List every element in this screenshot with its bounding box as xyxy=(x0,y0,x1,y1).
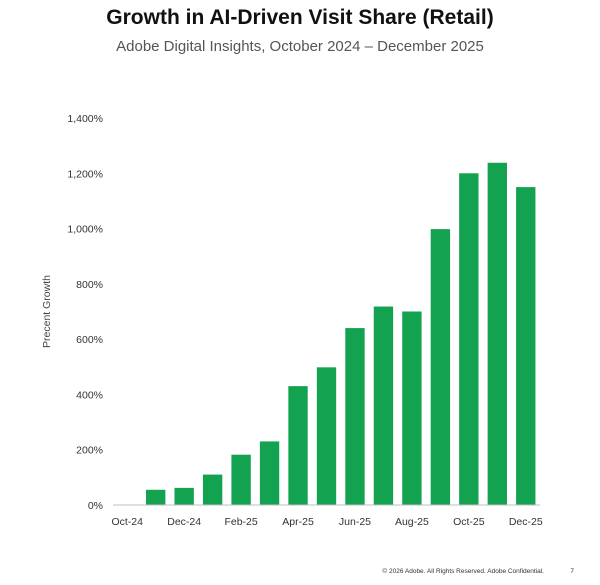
y-tick-label: 200% xyxy=(76,445,103,457)
y-tick-label: 400% xyxy=(76,389,103,401)
bar xyxy=(231,454,251,505)
bar xyxy=(288,386,308,505)
x-tick-label: Dec-25 xyxy=(509,516,543,528)
bar xyxy=(373,306,394,505)
x-tick-label: Oct-24 xyxy=(111,516,143,528)
x-tick-label: Aug-25 xyxy=(395,516,429,528)
x-tick-label: Feb-25 xyxy=(224,516,257,528)
x-tick-label: Jun-25 xyxy=(339,516,371,528)
y-tick-label: 600% xyxy=(76,334,103,346)
bar xyxy=(174,487,194,505)
x-tick-label: Apr-25 xyxy=(282,516,314,528)
bar xyxy=(430,229,451,506)
y-tick-label: 1,200% xyxy=(67,168,103,180)
y-tick-label: 1,000% xyxy=(67,224,103,236)
chart-title: Growth in AI-Driven Visit Share (Retail) xyxy=(106,6,494,29)
y-tick-label: 0% xyxy=(88,500,103,512)
y-axis-label: Precent Growth xyxy=(41,275,53,348)
bar xyxy=(459,173,479,506)
y-tick-label: 800% xyxy=(76,279,103,291)
bar xyxy=(487,162,507,505)
bar xyxy=(402,311,422,505)
y-tick-label: 1,400% xyxy=(67,113,103,125)
page-number: 7 xyxy=(570,568,574,575)
bar xyxy=(146,489,166,505)
x-tick-label: Oct-25 xyxy=(453,516,485,528)
bar xyxy=(516,187,536,505)
bar xyxy=(345,328,365,505)
x-tick-label: Dec-24 xyxy=(167,516,201,528)
bar xyxy=(316,367,337,505)
copyright-notice: © 2026 Adobe. All Rights Reserved. Adobe… xyxy=(382,568,544,575)
chart-subtitle: Adobe Digital Insights, October 2024 – D… xyxy=(116,38,484,55)
bar xyxy=(259,441,280,505)
bar xyxy=(202,474,223,505)
